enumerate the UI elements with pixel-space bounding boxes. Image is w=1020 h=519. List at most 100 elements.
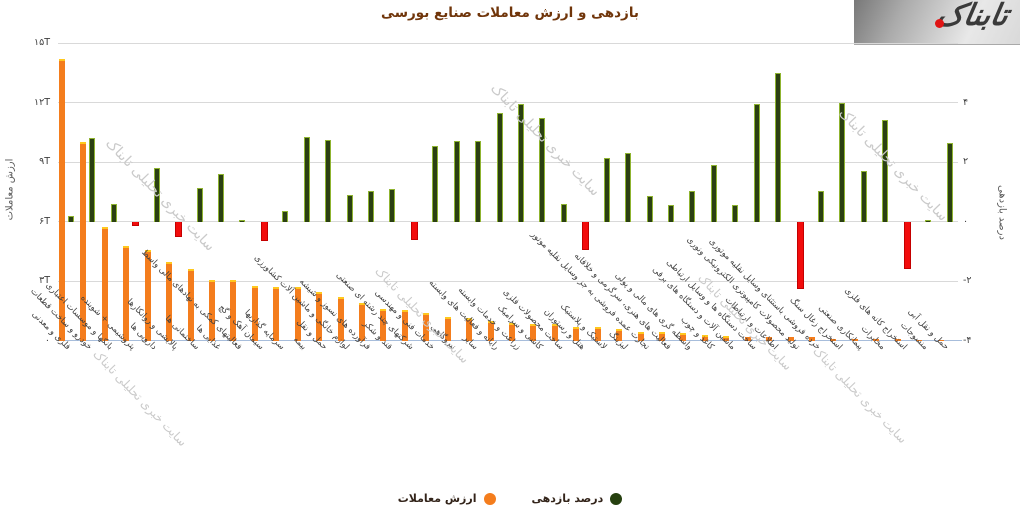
legend-green-dot-icon xyxy=(610,492,623,505)
return-bar-positive xyxy=(368,190,375,222)
return-bar-positive xyxy=(732,205,739,222)
right-tick-label: -۲ xyxy=(963,275,972,287)
return-bar-negative xyxy=(796,221,804,289)
value-bar xyxy=(316,292,323,341)
gridline xyxy=(58,42,958,44)
return-bar-positive xyxy=(282,211,289,222)
value-bar xyxy=(530,324,537,341)
return-bar-positive xyxy=(839,102,846,222)
left-tick-label: ۱۵T xyxy=(33,37,50,48)
value-bar xyxy=(637,332,644,341)
return-bar-positive xyxy=(496,113,503,222)
value-bar xyxy=(594,327,601,341)
return-bar-positive xyxy=(882,120,889,222)
value-bar xyxy=(894,339,901,341)
right-axis-title: درصد بازدهی xyxy=(996,185,1008,240)
logo-red-dot-icon xyxy=(935,19,944,28)
value-bar xyxy=(251,286,258,341)
value-bar xyxy=(851,338,858,341)
return-bar-positive xyxy=(668,205,675,222)
value-bar xyxy=(680,333,687,341)
return-bar-positive xyxy=(325,139,332,222)
legend-value-label: ارزش معاملات xyxy=(397,492,477,505)
return-bar-negative xyxy=(582,221,590,251)
value-bar xyxy=(744,337,751,341)
gridline xyxy=(58,221,958,223)
return-bar-positive xyxy=(860,171,867,222)
right-tick-label: ۴ xyxy=(963,96,969,108)
legend-orange-dot-icon xyxy=(483,492,496,505)
value-bar xyxy=(809,337,816,341)
legend-return-label: درصد بازدهی xyxy=(531,492,604,505)
value-bar xyxy=(144,249,151,341)
return-bar-positive xyxy=(346,194,353,222)
legend-item-value: ارزش معاملات xyxy=(398,492,496,505)
return-bar-positive xyxy=(689,190,696,222)
tabnak-logo-text: تابناک xyxy=(934,0,1012,33)
left-tick-label: ۰ xyxy=(44,335,50,346)
return-bar-positive xyxy=(89,138,96,222)
value-bar xyxy=(787,337,794,341)
return-bar-positive xyxy=(946,142,953,222)
gridline xyxy=(58,161,958,163)
value-bar xyxy=(230,280,237,341)
left-tick-label: ۳T xyxy=(39,275,50,287)
value-bar xyxy=(337,297,344,341)
value-bar xyxy=(273,287,280,341)
return-bar-positive xyxy=(518,104,525,222)
value-bar xyxy=(59,58,65,341)
return-bar-positive xyxy=(68,215,74,222)
value-bar xyxy=(659,332,666,341)
legend-item-return: درصد بازدهی xyxy=(532,492,623,505)
return-bar-positive xyxy=(710,165,717,222)
gridline xyxy=(58,280,958,282)
return-bar-positive xyxy=(925,220,932,222)
value-bar xyxy=(123,245,130,341)
return-bar-positive xyxy=(560,203,567,222)
value-bar xyxy=(101,226,108,341)
return-bar-positive xyxy=(625,153,632,222)
value-bar xyxy=(723,336,730,341)
value-bar xyxy=(444,317,451,341)
value-bar xyxy=(701,335,708,341)
return-bar-positive xyxy=(303,136,310,222)
value-bar xyxy=(937,340,944,341)
return-bar-positive xyxy=(753,104,760,222)
return-bar-positive xyxy=(218,174,224,222)
category-labels: فلزی و معدنی خودرو و ساخت قطعات بانکها و م… xyxy=(0,230,1020,495)
return-bar-positive xyxy=(432,145,439,222)
return-bar-positive xyxy=(239,220,246,222)
value-bar xyxy=(80,142,87,341)
value-bar xyxy=(166,261,173,341)
value-bar xyxy=(616,329,623,341)
return-bar-negative xyxy=(410,221,418,240)
value-bar xyxy=(766,337,773,341)
value-bar xyxy=(294,287,301,341)
return-bar-positive xyxy=(389,189,396,222)
value-bar xyxy=(187,269,194,341)
return-bar-positive xyxy=(646,196,653,222)
return-bar-positive xyxy=(818,190,825,222)
value-bar xyxy=(401,310,408,341)
return-bar-positive xyxy=(475,141,482,222)
value-bar xyxy=(830,338,837,341)
value-bar xyxy=(209,280,215,341)
return-bar-positive xyxy=(775,72,782,222)
left-axis-title: ارزش معاملات xyxy=(4,158,16,221)
value-bar xyxy=(573,327,580,341)
return-bar-positive xyxy=(110,203,117,222)
left-tick-label: ۱۲T xyxy=(33,96,50,108)
tabnak-logo: تابناک xyxy=(854,0,1020,45)
plot-area xyxy=(58,42,962,341)
return-bar-negative xyxy=(260,221,268,242)
value-bar xyxy=(916,340,923,341)
gridline xyxy=(58,102,958,104)
right-tick-label: ۲ xyxy=(963,156,969,168)
right-tick-label: ۰ xyxy=(963,215,969,227)
return-bar-positive xyxy=(603,157,610,222)
value-bar xyxy=(509,323,516,341)
value-bar xyxy=(423,313,430,341)
return-bar-negative xyxy=(132,221,140,227)
value-bar xyxy=(359,303,366,341)
left-tick-label: ۶T xyxy=(39,215,50,227)
